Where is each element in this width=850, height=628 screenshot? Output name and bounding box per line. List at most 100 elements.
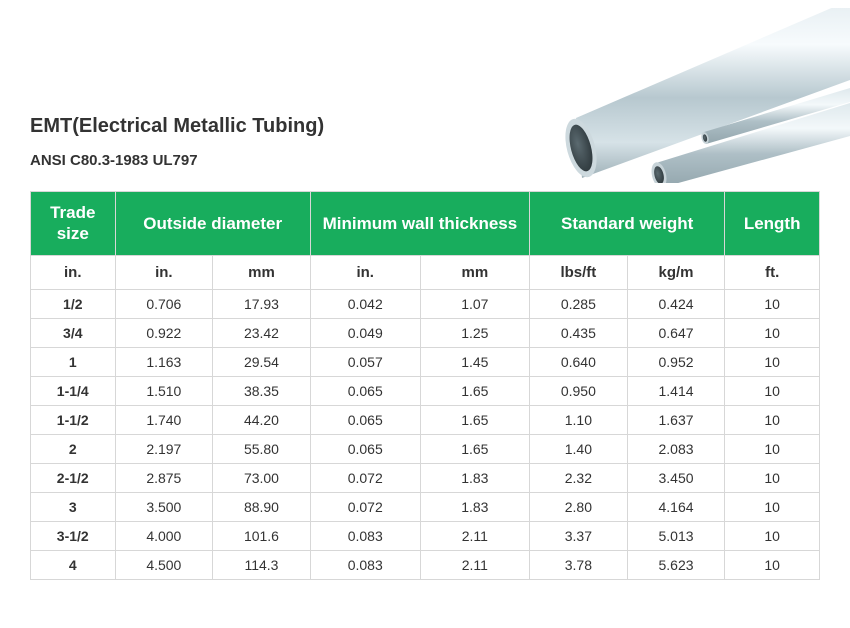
table-cell: 0.640: [530, 347, 628, 376]
col-header-length: Length: [725, 192, 820, 256]
table-cell: 1: [31, 347, 116, 376]
table-cell: 4.500: [115, 550, 213, 579]
table-cell: 2.11: [420, 550, 529, 579]
table-cell: 2.875: [115, 463, 213, 492]
table-cell: 10: [725, 347, 820, 376]
table-cell: 3.500: [115, 492, 213, 521]
table-cell: 1.10: [530, 405, 628, 434]
table-cell: 10: [725, 492, 820, 521]
table-cell: 0.072: [310, 463, 420, 492]
unit-cell: in.: [31, 255, 116, 289]
table-cell: 10: [725, 434, 820, 463]
table-cell: 0.952: [627, 347, 725, 376]
col-header-min-wall-thickness: Minimum wall thickness: [310, 192, 529, 256]
table-cell: 1-1/2: [31, 405, 116, 434]
col-header-label: Minimum wall thickness: [323, 214, 518, 233]
table-cell: 0.285: [530, 289, 628, 318]
table-cell: 0.950: [530, 376, 628, 405]
col-header-outside-diameter: Outside diameter: [115, 192, 310, 256]
page-container: EMT(Electrical Metallic Tubing) ANSI C80…: [0, 0, 850, 610]
table-cell: 10: [725, 318, 820, 347]
table-unit-row: in. in. mm in. mm lbs/ft kg/m ft.: [31, 255, 820, 289]
table-cell: 1.83: [420, 492, 529, 521]
table-cell: 23.42: [213, 318, 311, 347]
table-cell: 2-1/2: [31, 463, 116, 492]
table-cell: 1.45: [420, 347, 529, 376]
table-cell: 3/4: [31, 318, 116, 347]
table-cell: 0.083: [310, 521, 420, 550]
table-cell: 1/2: [31, 289, 116, 318]
table-row: 2-1/22.87573.000.0721.832.323.45010: [31, 463, 820, 492]
table-cell: 1.83: [420, 463, 529, 492]
unit-cell: mm: [213, 255, 311, 289]
table-cell: 2: [31, 434, 116, 463]
table-cell: 1-1/4: [31, 376, 116, 405]
table-cell: 0.424: [627, 289, 725, 318]
table-cell: 3.78: [530, 550, 628, 579]
col-header-label: Standard weight: [561, 214, 693, 233]
col-header-label: Outside diameter: [143, 214, 282, 233]
table-cell: 2.083: [627, 434, 725, 463]
table-row: 3-1/24.000101.60.0832.113.375.01310: [31, 521, 820, 550]
table-cell: 1.65: [420, 434, 529, 463]
table-cell: 10: [725, 376, 820, 405]
table-cell: 114.3: [213, 550, 311, 579]
table-cell: 0.647: [627, 318, 725, 347]
table-cell: 4: [31, 550, 116, 579]
table-row: 11.16329.540.0571.450.6400.95210: [31, 347, 820, 376]
table-cell: 88.90: [213, 492, 311, 521]
unit-cell: lbs/ft: [530, 255, 628, 289]
table-cell: 1.510: [115, 376, 213, 405]
table-row: 22.19755.800.0651.651.402.08310: [31, 434, 820, 463]
table-cell: 1.637: [627, 405, 725, 434]
table-cell: 4.164: [627, 492, 725, 521]
table-cell: 4.000: [115, 521, 213, 550]
table-cell: 0.435: [530, 318, 628, 347]
col-header-label: Trade size: [50, 203, 95, 243]
table-cell: 10: [725, 289, 820, 318]
table-cell: 101.6: [213, 521, 311, 550]
unit-cell: in.: [310, 255, 420, 289]
table-cell: 38.35: [213, 376, 311, 405]
table-cell: 3.450: [627, 463, 725, 492]
table-cell: 0.922: [115, 318, 213, 347]
table-cell: 55.80: [213, 434, 311, 463]
table-cell: 2.32: [530, 463, 628, 492]
table-header-row: Trade size Outside diameter Minimum wall…: [31, 192, 820, 256]
table-cell: 44.20: [213, 405, 311, 434]
col-header-standard-weight: Standard weight: [530, 192, 725, 256]
table-row: 33.50088.900.0721.832.804.16410: [31, 492, 820, 521]
table-cell: 10: [725, 550, 820, 579]
table-cell: 2.80: [530, 492, 628, 521]
spec-table: Trade size Outside diameter Minimum wall…: [30, 191, 820, 580]
table-cell: 17.93: [213, 289, 311, 318]
tubing-photo-icon: [480, 8, 850, 183]
table-cell: 1.07: [420, 289, 529, 318]
table-cell: 10: [725, 463, 820, 492]
table-cell: 5.013: [627, 521, 725, 550]
table-row: 1-1/41.51038.350.0651.650.9501.41410: [31, 376, 820, 405]
unit-cell: kg/m: [627, 255, 725, 289]
table-cell: 1.65: [420, 405, 529, 434]
table-row: 1-1/21.74044.200.0651.651.101.63710: [31, 405, 820, 434]
table-cell: 0.042: [310, 289, 420, 318]
table-cell: 2.197: [115, 434, 213, 463]
table-row: 44.500114.30.0832.113.785.62310: [31, 550, 820, 579]
table-row: 3/40.92223.420.0491.250.4350.64710: [31, 318, 820, 347]
table-cell: 3-1/2: [31, 521, 116, 550]
table-cell: 1.40: [530, 434, 628, 463]
unit-cell: ft.: [725, 255, 820, 289]
table-cell: 0.072: [310, 492, 420, 521]
table-cell: 0.065: [310, 376, 420, 405]
table-row: 1/20.70617.930.0421.070.2850.42410: [31, 289, 820, 318]
table-cell: 10: [725, 405, 820, 434]
table-cell: 29.54: [213, 347, 311, 376]
table-cell: 3: [31, 492, 116, 521]
table-cell: 1.414: [627, 376, 725, 405]
table-cell: 2.11: [420, 521, 529, 550]
unit-cell: in.: [115, 255, 213, 289]
table-cell: 0.057: [310, 347, 420, 376]
table-cell: 3.37: [530, 521, 628, 550]
table-cell: 5.623: [627, 550, 725, 579]
table-body: in. in. mm in. mm lbs/ft kg/m ft. 1/20.7…: [31, 255, 820, 579]
